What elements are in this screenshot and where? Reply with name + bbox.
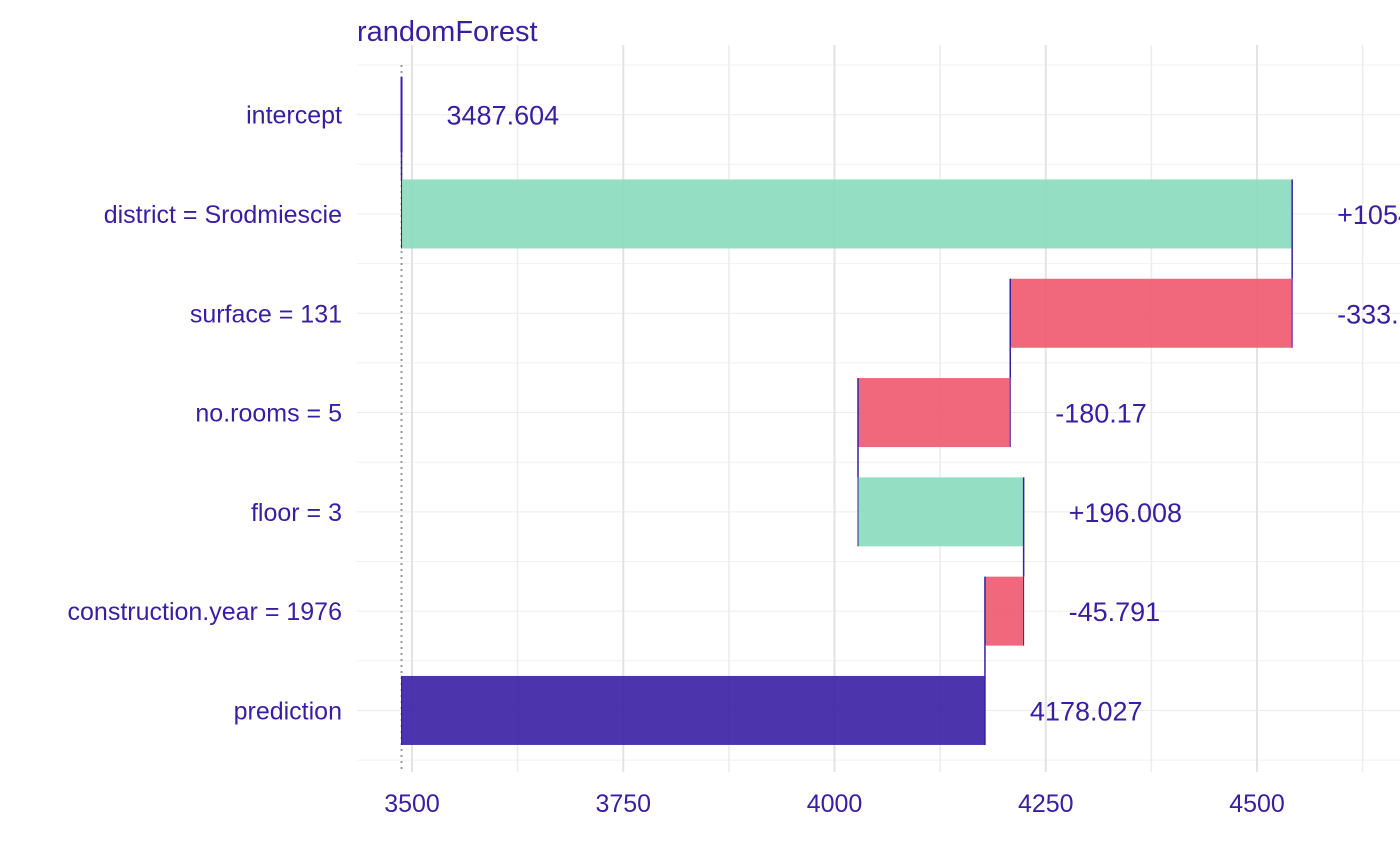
value-label: -45.791 bbox=[1069, 597, 1161, 627]
x-tick-label: 4250 bbox=[1018, 790, 1074, 818]
chart-title: randomForest bbox=[357, 16, 538, 48]
bars bbox=[400, 76, 1293, 745]
row-label: construction.year = 1976 bbox=[68, 598, 342, 626]
row-label: prediction bbox=[234, 697, 342, 725]
value-label: -333.61 bbox=[1337, 299, 1400, 329]
row-label: floor = 3 bbox=[251, 499, 342, 527]
x-tick-label: 3750 bbox=[595, 790, 651, 818]
bar-positive bbox=[401, 179, 1293, 249]
bar-negative bbox=[1010, 278, 1293, 348]
x-tick-label: 4500 bbox=[1229, 790, 1285, 818]
bar-negative bbox=[858, 378, 1011, 448]
row-label: no.rooms = 5 bbox=[195, 400, 342, 428]
value-label: +1054.0 bbox=[1337, 200, 1400, 230]
row-label: district = Srodmiescie bbox=[104, 201, 342, 229]
bar-negative bbox=[984, 576, 1024, 646]
value-labels: 3487.604 +1054.0 -333.61 -180.17 +196.008 -45… bbox=[447, 101, 1400, 727]
bar-positive bbox=[858, 477, 1024, 547]
x-tick-label: 4000 bbox=[807, 790, 863, 818]
bar-prediction bbox=[401, 675, 985, 745]
value-label: +196.008 bbox=[1069, 498, 1182, 528]
value-label: 3487.604 bbox=[447, 101, 560, 131]
row-label: surface = 131 bbox=[190, 300, 342, 328]
x-axis-ticks: 3500 3750 4000 4250 4500 bbox=[384, 790, 1285, 818]
connectors bbox=[400, 152, 1293, 676]
row-label: intercept bbox=[246, 102, 342, 130]
value-label: 4178.027 bbox=[1030, 696, 1143, 726]
row-labels: intercept district = Srodmiescie surface =… bbox=[68, 102, 343, 726]
value-label: -180.17 bbox=[1055, 399, 1147, 429]
x-tick-label: 3500 bbox=[384, 790, 440, 818]
